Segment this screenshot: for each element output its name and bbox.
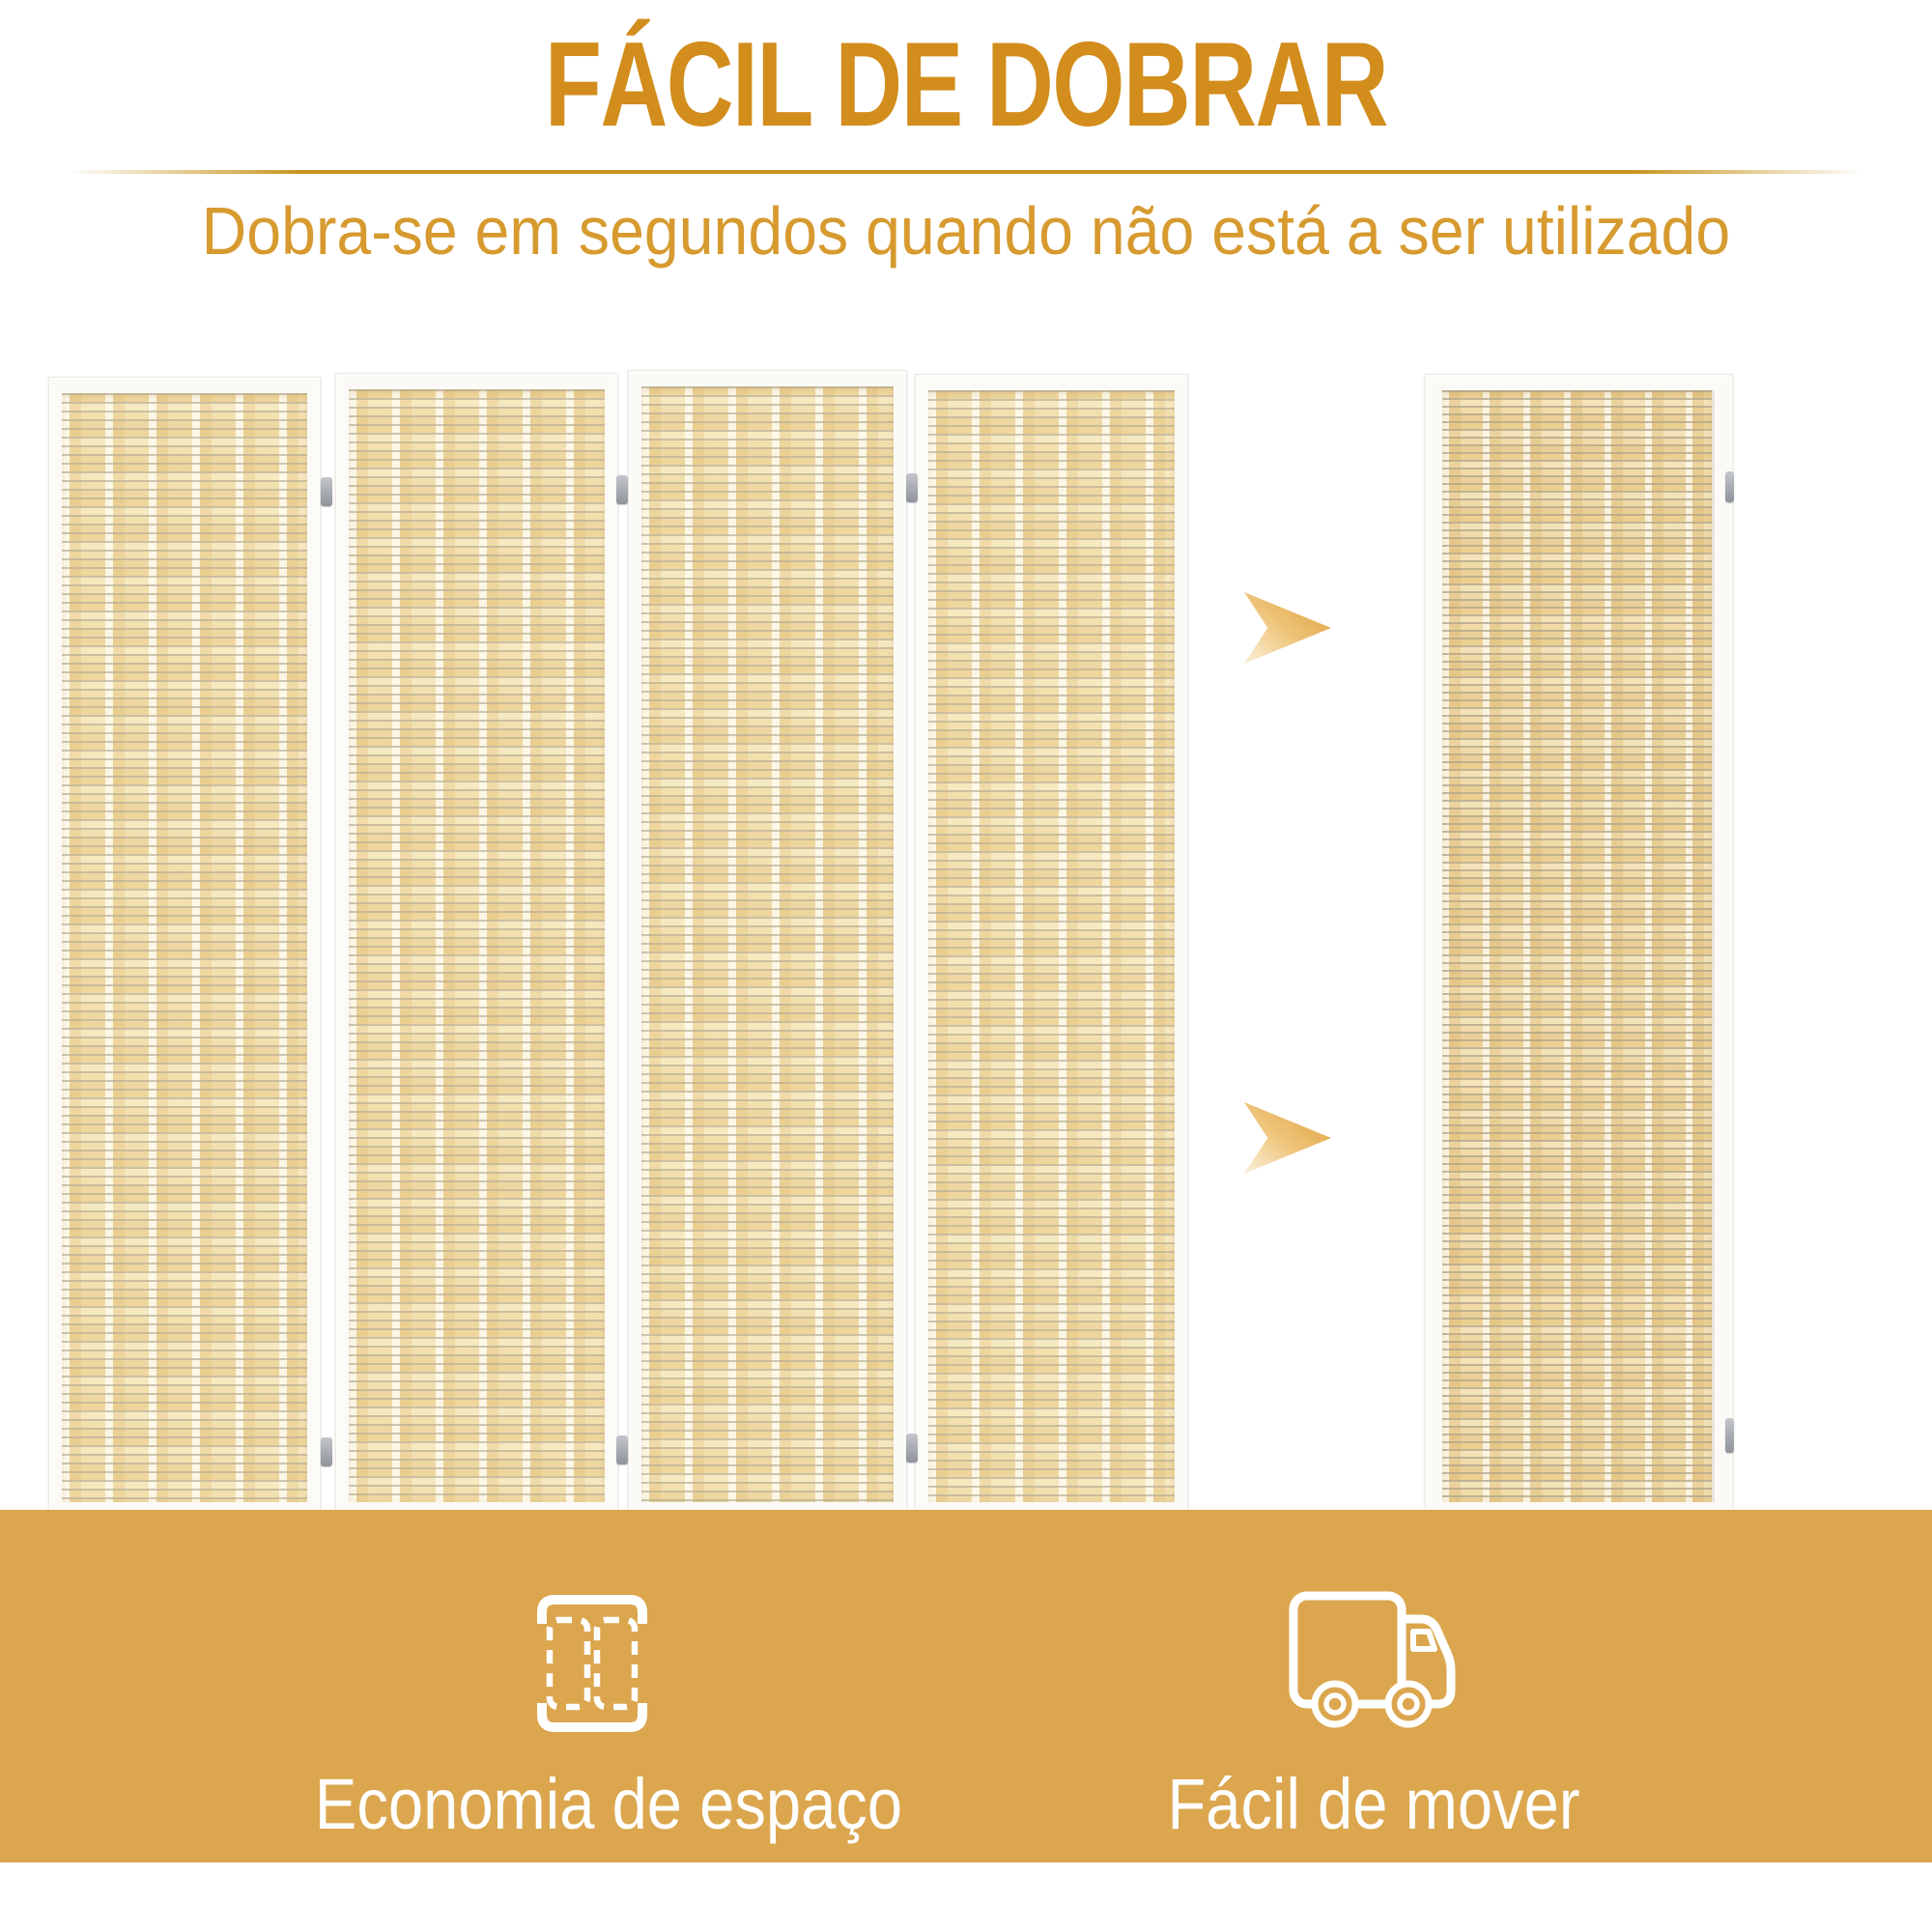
divider-panel-1 xyxy=(48,377,321,1528)
divider-panel-4 xyxy=(915,374,1188,1528)
hinge-icon xyxy=(321,477,332,506)
bamboo-weave xyxy=(62,393,307,1502)
hinge-icon xyxy=(1725,471,1734,502)
feature-label: Fácil de mover xyxy=(1167,1764,1580,1844)
title-divider-line xyxy=(68,170,1864,174)
fold-arrow-icon xyxy=(1244,592,1331,664)
hinge-icon xyxy=(616,1435,628,1464)
hinge-icon xyxy=(1725,1418,1734,1453)
divider-panel-2 xyxy=(335,373,618,1528)
page-title: FÁCIL DE DOBRAR xyxy=(544,18,1389,152)
page-subtitle: Dobra-se em segundos quando não está a s… xyxy=(201,193,1731,269)
hinge-icon xyxy=(906,473,918,502)
bamboo-weave xyxy=(1442,390,1715,1502)
bamboo-weave xyxy=(349,389,605,1502)
hinge-icon xyxy=(616,475,628,504)
bamboo-weave xyxy=(641,386,894,1502)
divider-folded-stack xyxy=(1425,374,1733,1528)
folded-panels-icon xyxy=(537,1595,647,1732)
truck-icon xyxy=(1289,1591,1456,1728)
features-band: Economia de espaço Fácil de mover xyxy=(0,1510,1932,1862)
feature-label: Economia de espaço xyxy=(314,1764,903,1844)
bamboo-weave xyxy=(928,390,1175,1502)
hinge-icon xyxy=(906,1434,918,1463)
fold-arrow-icon xyxy=(1244,1102,1331,1174)
hinge-icon xyxy=(321,1437,332,1466)
divider-panel-3 xyxy=(628,370,907,1528)
